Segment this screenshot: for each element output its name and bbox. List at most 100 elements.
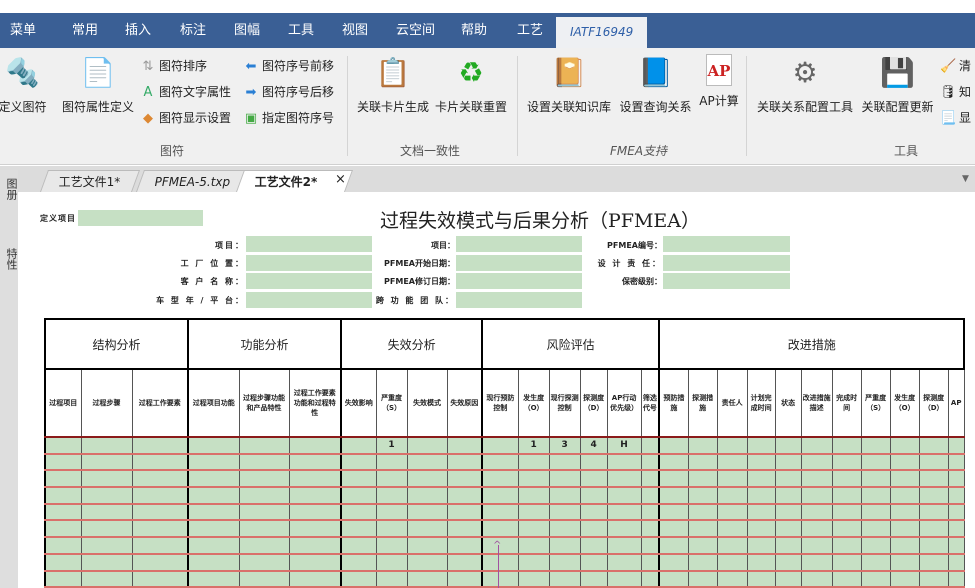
table-cell[interactable] (131, 452, 189, 472)
table-cell[interactable] (579, 569, 608, 588)
table-cell[interactable] (406, 569, 448, 588)
table-cell[interactable] (238, 469, 290, 489)
table-cell[interactable] (238, 452, 290, 472)
table-cell[interactable] (406, 552, 448, 572)
table-cell[interactable] (746, 552, 776, 572)
table-cell[interactable] (288, 436, 342, 455)
table-cell[interactable] (606, 536, 642, 555)
sidebar-tab-feature[interactable]: 特性 (5, 248, 18, 270)
table-cell[interactable] (517, 502, 550, 522)
table-cell[interactable] (446, 502, 483, 522)
table-cell[interactable] (687, 536, 718, 555)
table-cell[interactable] (446, 486, 483, 505)
table-cell[interactable] (800, 552, 833, 572)
table-cell[interactable] (687, 519, 718, 539)
table-cell[interactable] (187, 436, 240, 455)
menu-gongyi[interactable]: 工艺 (517, 23, 544, 38)
table-cell[interactable] (44, 502, 82, 522)
table-cell[interactable] (889, 436, 920, 455)
table-cell[interactable] (831, 569, 862, 588)
table-cell[interactable] (375, 486, 408, 505)
table-cell[interactable] (131, 502, 189, 522)
table-cell[interactable] (746, 486, 776, 505)
project-field-2[interactable] (456, 236, 582, 252)
menu-changyong[interactable]: 常用 (72, 23, 99, 38)
table-cell[interactable] (606, 486, 642, 505)
confidentiality-field[interactable] (663, 273, 790, 289)
table-cell[interactable] (375, 452, 408, 472)
table-cell[interactable] (800, 469, 833, 489)
table-cell[interactable] (375, 519, 408, 539)
table-cell[interactable] (947, 552, 965, 572)
table-cell[interactable] (548, 452, 581, 472)
table-cell[interactable] (131, 536, 189, 555)
table-cell[interactable] (517, 519, 550, 539)
table-cell[interactable] (187, 452, 240, 472)
table-cell[interactable] (831, 452, 862, 472)
table-cell[interactable] (80, 519, 133, 539)
table-cell[interactable] (187, 486, 240, 505)
table-cell[interactable] (238, 536, 290, 555)
table-cell[interactable] (579, 552, 608, 572)
table-cell[interactable] (746, 452, 776, 472)
table-cell[interactable] (947, 519, 965, 539)
table-cell[interactable] (716, 486, 748, 505)
table-cell[interactable] (238, 569, 290, 588)
table-cell[interactable] (517, 536, 550, 555)
table-cell[interactable] (579, 519, 608, 539)
table-cell[interactable] (187, 569, 240, 588)
table-cell[interactable] (375, 536, 408, 555)
table-cell[interactable] (187, 552, 240, 572)
table-cell[interactable] (860, 552, 891, 572)
table-cell[interactable] (606, 519, 642, 539)
symbol-display-button[interactable]: ◆ 图符显示设置 (140, 108, 231, 128)
table-cell[interactable] (746, 436, 776, 455)
table-cell[interactable] (746, 469, 776, 489)
pfmea-start-date-field[interactable] (456, 255, 582, 271)
tab-pfmea5[interactable]: PFMEA-5.txp (135, 170, 250, 192)
table-cell[interactable] (446, 536, 483, 555)
table-cell[interactable] (80, 536, 133, 555)
table-cell[interactable] (947, 502, 965, 522)
table-cell[interactable] (831, 552, 862, 572)
table-cell[interactable] (187, 502, 240, 522)
table-cell[interactable] (658, 569, 689, 588)
table-cell[interactable] (80, 502, 133, 522)
table-cell[interactable] (774, 486, 802, 505)
table-cell[interactable] (800, 519, 833, 539)
table-cell[interactable] (44, 552, 82, 572)
table-cell[interactable] (548, 469, 581, 489)
ap-calc-button[interactable]: AP AP计算 (697, 54, 741, 109)
dropdown-arrow-icon[interactable]: ▼ (962, 174, 969, 184)
table-cell[interactable] (80, 436, 133, 455)
table-cell[interactable] (716, 436, 748, 455)
table-cell[interactable] (288, 519, 342, 539)
project-field[interactable] (246, 236, 372, 252)
table-cell[interactable] (548, 519, 581, 539)
table-cell[interactable] (80, 452, 133, 472)
table-cell[interactable] (774, 502, 802, 522)
table-cell[interactable] (746, 569, 776, 588)
table-cell[interactable]: 3 (548, 436, 581, 455)
table-cell[interactable] (687, 502, 718, 522)
table-cell[interactable] (687, 486, 718, 505)
knowledge-button[interactable]: 🛢 知 (940, 82, 971, 102)
table-cell[interactable] (918, 569, 949, 588)
table-cell[interactable] (481, 486, 519, 505)
clean-button[interactable]: 🧹 清 (940, 56, 971, 76)
table-cell[interactable] (579, 469, 608, 489)
table-cell[interactable] (288, 552, 342, 572)
table-cell[interactable] (446, 552, 483, 572)
table-cell[interactable] (517, 552, 550, 572)
table-cell[interactable] (889, 452, 920, 472)
menu-caidan[interactable]: 菜单 (10, 23, 37, 38)
sidebar-tab-album[interactable]: 图册 (5, 178, 18, 200)
assign-number-button[interactable]: ▣ 指定图符序号 (243, 108, 334, 128)
table-cell[interactable] (640, 486, 660, 505)
table-cell[interactable] (80, 552, 133, 572)
table-cell[interactable] (774, 436, 802, 455)
table-cell[interactable] (774, 452, 802, 472)
table-cell[interactable] (406, 502, 448, 522)
table-cell[interactable] (831, 436, 862, 455)
table-cell[interactable] (80, 569, 133, 588)
